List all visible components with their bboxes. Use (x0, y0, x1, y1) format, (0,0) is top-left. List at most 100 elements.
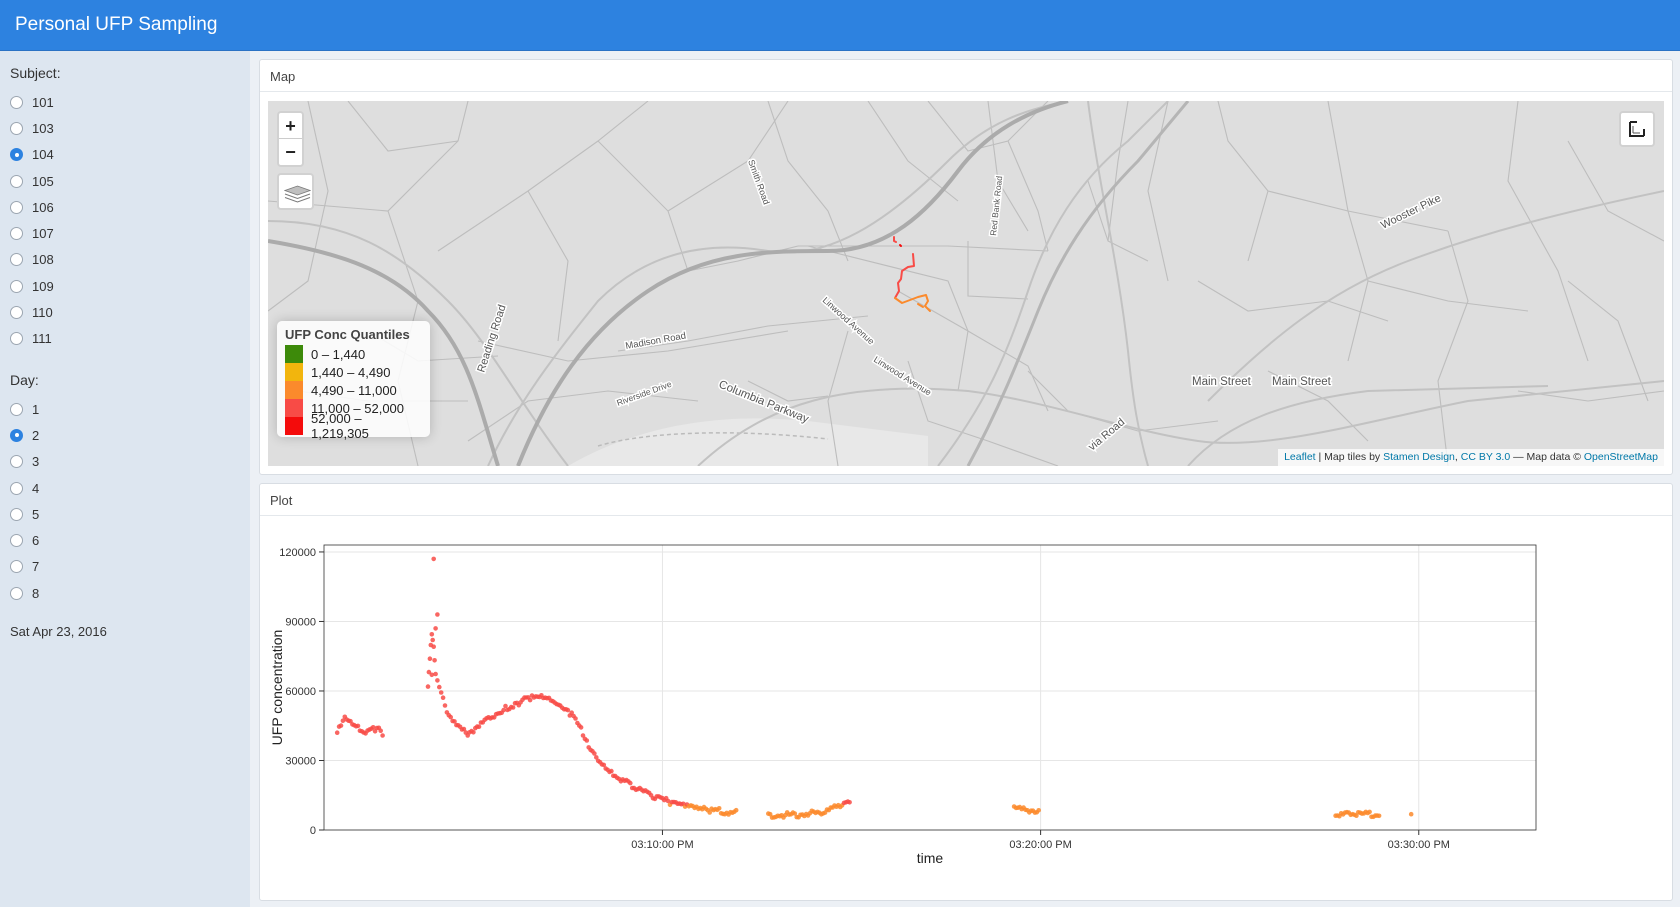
data-point (1354, 813, 1359, 818)
data-point (733, 807, 739, 813)
day-option[interactable]: 1 (10, 396, 250, 422)
day-radio-group: 1 2 3 4 5 6 7 8 (10, 396, 250, 606)
radio-button[interactable] (10, 174, 23, 188)
radio-button[interactable] (10, 534, 23, 548)
y-tick-label: 0 (310, 825, 316, 837)
data-point (340, 718, 346, 723)
map-tiles: Smith Road Red Bank Road Wooster Pike Re… (268, 101, 1664, 466)
fullscreen-button[interactable] (1619, 111, 1655, 147)
radio-button[interactable] (10, 507, 23, 521)
day-option-label: 6 (32, 533, 40, 549)
legend-label: 1,440 – 4,490 (311, 364, 391, 380)
radio-button[interactable] (10, 121, 23, 135)
subject-option[interactable]: 101 (10, 89, 250, 115)
subject-option[interactable]: 106 (10, 194, 250, 220)
data-point (461, 726, 467, 732)
day-option[interactable]: 5 (10, 501, 250, 527)
layers-button[interactable] (277, 173, 314, 210)
data-point (580, 733, 586, 738)
sidebar: Subject: 101 103 104 105 106 107 108 109… (0, 51, 250, 907)
legend-item: 52,000 – 1,219,305 (285, 411, 422, 441)
x-tick-label: 03:20:00 PM (1009, 839, 1071, 851)
main-content: Map (250, 51, 1680, 907)
plot-area: 0 30000 60000 90000 120000 03:10:00 PM 03:20:… (260, 517, 1672, 900)
license-link[interactable]: CC BY 3.0 (1460, 451, 1511, 463)
y-axis: 0 30000 60000 90000 120000 (279, 547, 324, 837)
subject-option[interactable]: 109 (10, 273, 250, 299)
x-tick-label: 03:30:00 PM (1388, 839, 1450, 851)
data-point (601, 762, 607, 768)
app-header: Personal UFP Sampling (0, 0, 1680, 51)
data-point (426, 669, 432, 675)
day-option[interactable]: 3 (10, 449, 250, 475)
subject-option[interactable]: 108 (10, 247, 250, 273)
radio-button[interactable] (10, 455, 23, 469)
data-point (448, 714, 453, 720)
day-option-label: 3 (32, 454, 40, 470)
map-view[interactable]: Smith Road Red Bank Road Wooster Pike Re… (268, 101, 1664, 466)
day-option[interactable]: 7 (10, 554, 250, 580)
data-point (1367, 809, 1372, 815)
subject-option[interactable]: 107 (10, 220, 250, 246)
x-tick-label: 03:10:00 PM (631, 839, 693, 851)
radio-button[interactable] (10, 279, 23, 293)
day-option[interactable]: 4 (10, 475, 250, 501)
legend-label: 11,000 – 52,000 (311, 400, 405, 416)
radio-button[interactable] (10, 402, 23, 416)
plot-panel-title: Plot (260, 484, 1672, 516)
subject-option[interactable]: 104 (10, 142, 250, 168)
map-panel-title: Map (260, 60, 1672, 92)
plot-frame (323, 544, 1537, 831)
radio-button[interactable] (10, 200, 23, 214)
chart-grid (324, 545, 1536, 831)
radio-button[interactable] (10, 253, 23, 267)
subject-option-label: 111 (32, 331, 52, 347)
subject-option[interactable]: 111 (10, 326, 250, 352)
data-point (429, 672, 435, 678)
radio-button[interactable] (10, 95, 23, 109)
day-option-label: 7 (32, 559, 40, 575)
data-point (427, 656, 433, 661)
subject-option[interactable]: 105 (10, 168, 250, 194)
radio-button[interactable] (10, 332, 23, 346)
x-axis-label: time (917, 850, 944, 866)
day-option[interactable]: 6 (10, 527, 250, 553)
radio-button[interactable] (10, 227, 23, 241)
osm-link[interactable]: OpenStreetMap (1583, 451, 1658, 463)
radio-button[interactable] (10, 560, 23, 574)
subject-option-label: 109 (32, 278, 54, 294)
subject-option-label: 108 (32, 252, 54, 268)
radio-button[interactable] (10, 306, 23, 320)
radio-button[interactable] (10, 148, 23, 162)
data-point (338, 723, 344, 728)
data-point (431, 556, 436, 562)
legend-label: 4,490 – 11,000 (311, 382, 397, 398)
data-point (440, 695, 446, 700)
data-point (584, 738, 590, 743)
subject-option-label: 106 (32, 199, 54, 215)
stamen-link[interactable]: Stamen Design (1383, 451, 1455, 463)
radio-button[interactable] (10, 481, 23, 495)
data-point (432, 658, 437, 663)
ufp-scatter-chart: 0 30000 60000 90000 120000 03:10:00 PM 03:20:… (269, 544, 1537, 866)
day-option[interactable]: 2 (10, 422, 250, 448)
subject-option[interactable]: 110 (10, 299, 250, 325)
subject-option[interactable]: 103 (10, 115, 250, 141)
day-option[interactable]: 8 (10, 580, 250, 606)
legend-swatch (285, 345, 303, 363)
data-point (847, 800, 852, 805)
data-point (452, 719, 457, 724)
data-point (1036, 808, 1041, 813)
data-point (707, 810, 712, 815)
legend-swatch (285, 381, 303, 399)
radio-button[interactable] (10, 428, 23, 442)
y-tick-label: 90000 (285, 616, 316, 628)
data-point (501, 707, 506, 713)
legend-item: 1,440 – 4,490 (285, 363, 422, 381)
zoom-out-button[interactable]: − (285, 142, 296, 162)
leaflet-link[interactable]: Leaflet (1284, 451, 1316, 463)
zoom-in-button[interactable]: + (279, 113, 302, 139)
gps-track (893, 236, 931, 312)
radio-button[interactable] (10, 586, 23, 600)
street-label: Main Street (1272, 376, 1332, 388)
